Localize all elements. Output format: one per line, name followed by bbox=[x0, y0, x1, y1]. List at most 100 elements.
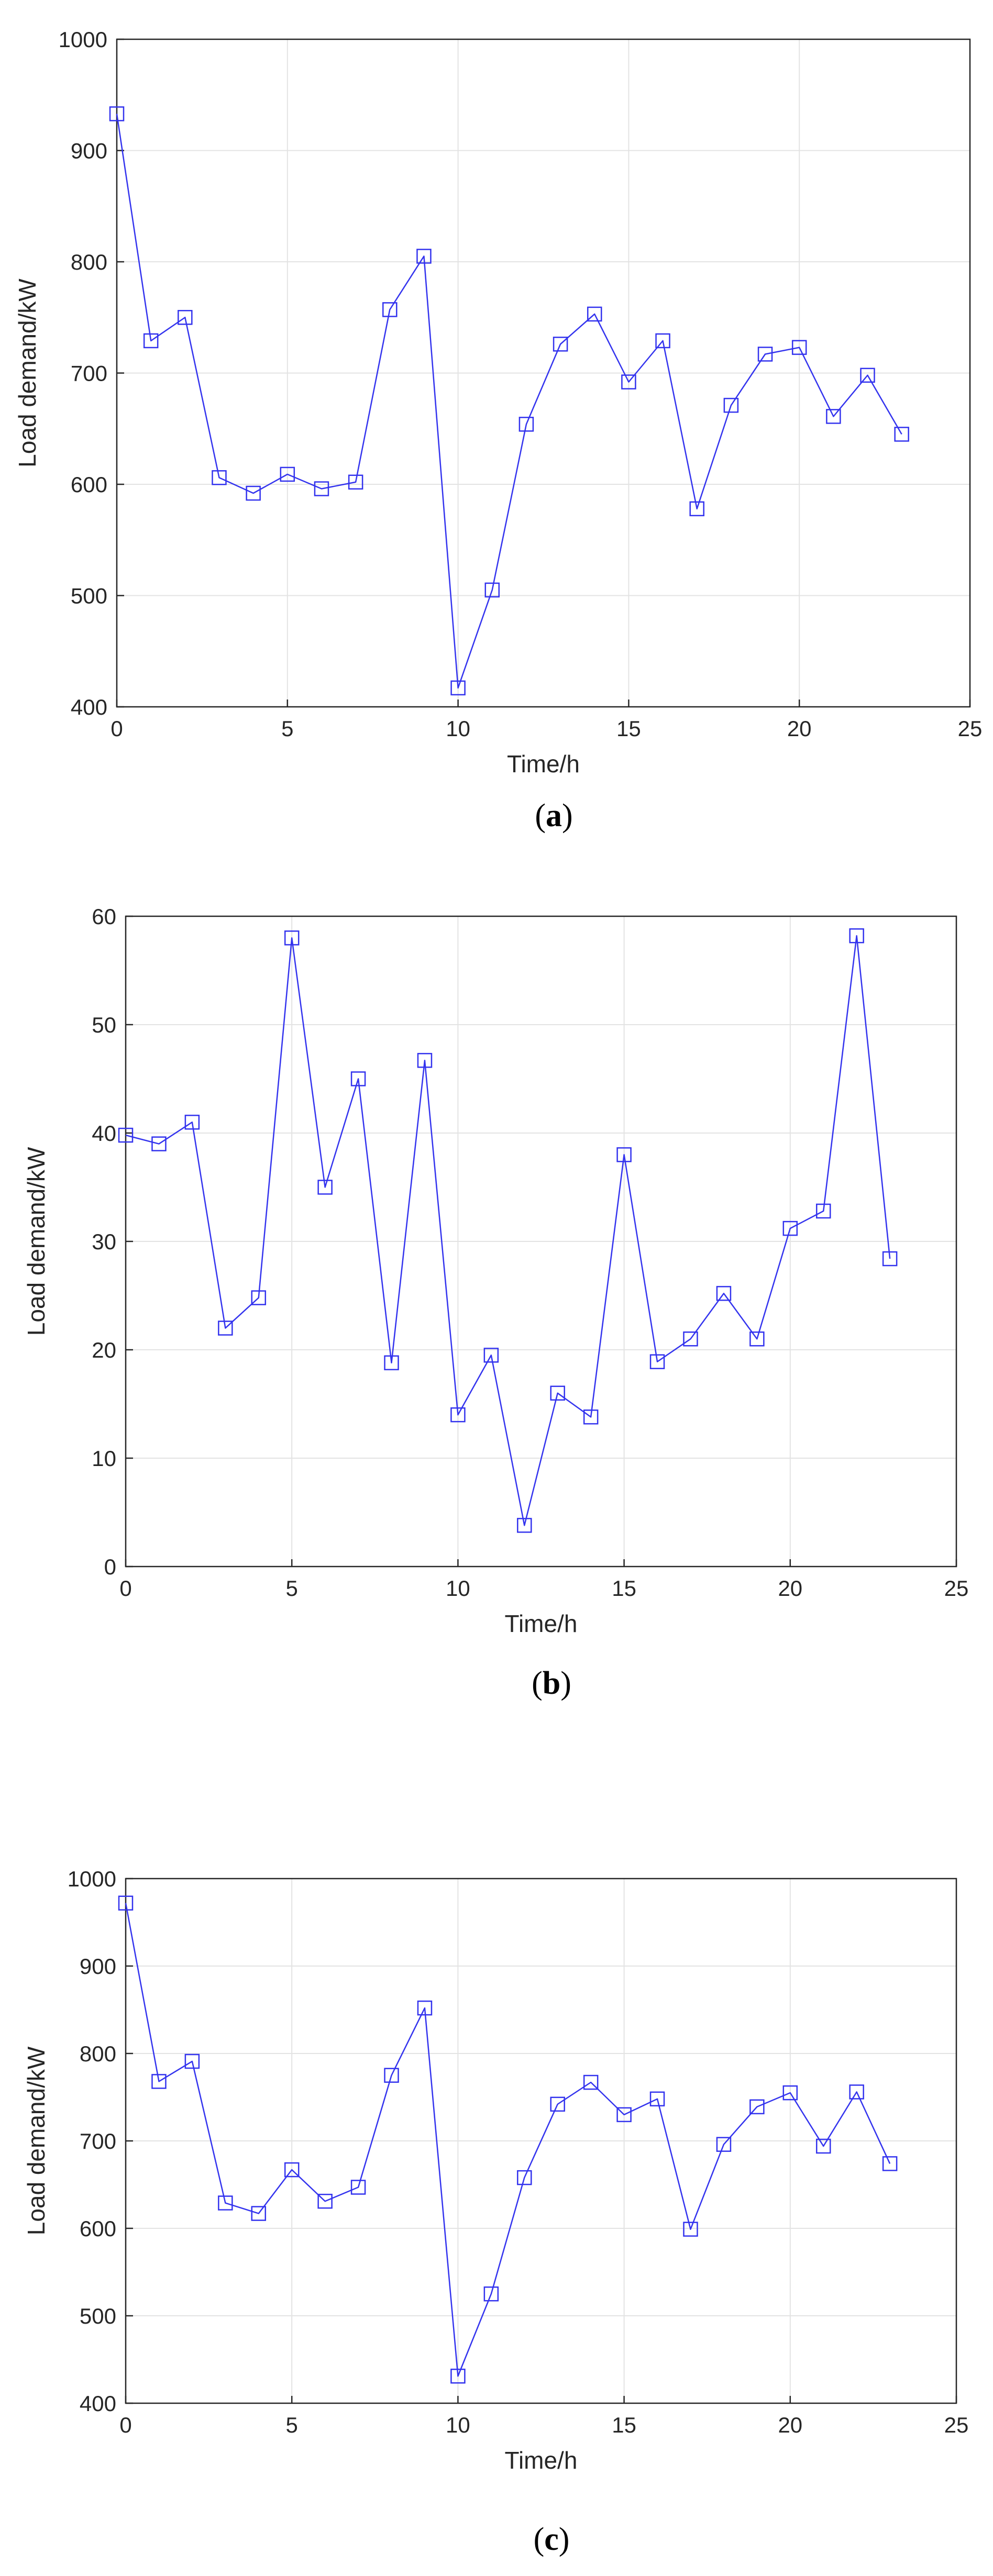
series-line bbox=[116, 114, 902, 689]
data-point-marker bbox=[118, 1127, 134, 1143]
y-tick-label: 40 bbox=[92, 1121, 116, 1146]
data-point-marker bbox=[860, 368, 875, 383]
x-tick-label: 15 bbox=[612, 1576, 636, 1601]
caption-open-paren: ( bbox=[535, 798, 546, 834]
data-point-marker bbox=[683, 1331, 698, 1347]
data-point-marker bbox=[716, 2137, 732, 2152]
data-point-marker bbox=[212, 470, 227, 485]
chart-panel: 0 5 10 15 20 25 400 500 600 700 800 900 1000 Time/h Lo… bbox=[23, 1867, 968, 2557]
data-point-marker bbox=[450, 680, 466, 696]
data-point-marker bbox=[723, 397, 739, 413]
data-point-marker bbox=[616, 2107, 632, 2123]
x-tick-label: 0 bbox=[111, 716, 123, 741]
x-tick-label: 10 bbox=[446, 1576, 470, 1601]
x-tick-label: 15 bbox=[612, 2413, 636, 2437]
y-tick-label: 900 bbox=[71, 139, 107, 163]
x-tick-label: 0 bbox=[119, 1576, 131, 1601]
data-point-marker bbox=[184, 1115, 200, 1130]
data-point-marker bbox=[583, 1409, 599, 1425]
y-tick-label: 0 bbox=[104, 1555, 116, 1579]
x-tick-label: 15 bbox=[616, 716, 641, 741]
y-tick-label: 600 bbox=[71, 472, 107, 497]
x-axis-label: Time/h bbox=[507, 750, 580, 778]
data-point-marker bbox=[550, 2096, 565, 2112]
data-point-marker bbox=[450, 1407, 466, 1423]
data-point-marker bbox=[483, 2286, 499, 2302]
data-point-marker bbox=[284, 930, 300, 946]
data-point-marker bbox=[284, 2162, 300, 2178]
data-point-marker bbox=[621, 374, 636, 390]
y-tick-label: 900 bbox=[80, 1954, 116, 1979]
y-tick-label: 800 bbox=[80, 2041, 116, 2066]
data-point-marker bbox=[894, 427, 909, 442]
caption-close-paren: ) bbox=[562, 798, 573, 834]
data-point-marker bbox=[716, 1286, 732, 1301]
data-point-marker bbox=[553, 337, 568, 352]
caption-close-paren: ) bbox=[559, 2522, 570, 2557]
caption-letter: b bbox=[543, 1665, 560, 1701]
data-point-marker bbox=[517, 2170, 532, 2185]
data-point-marker bbox=[484, 582, 500, 598]
x-tick-label: 20 bbox=[787, 716, 812, 741]
data-point-marker bbox=[246, 485, 261, 501]
data-point-marker bbox=[348, 474, 363, 490]
y-axis-label: Load demand/kW bbox=[23, 1147, 50, 1336]
x-tick-label: 25 bbox=[944, 1576, 969, 1601]
caption-letter: a bbox=[546, 798, 562, 834]
data-point-marker bbox=[184, 2053, 200, 2069]
y-tick-label: 20 bbox=[92, 1338, 116, 1362]
y-axis-label: Load demand/kW bbox=[23, 2046, 50, 2235]
caption-open-paren: ( bbox=[532, 1665, 543, 1701]
data-point-marker bbox=[143, 333, 159, 349]
data-point-marker bbox=[151, 2074, 167, 2089]
data-point-marker bbox=[317, 2193, 333, 2209]
y-tick-label: 800 bbox=[71, 250, 107, 274]
y-axis-label: Load demand/kW bbox=[14, 279, 41, 468]
data-point-marker bbox=[382, 302, 398, 317]
y-tick-label: 400 bbox=[71, 695, 107, 719]
caption-letter: c bbox=[544, 2522, 559, 2557]
y-tick-label: 600 bbox=[80, 2216, 116, 2241]
y-tick-label: 50 bbox=[92, 1013, 116, 1037]
y-tick-label: 700 bbox=[71, 361, 107, 386]
x-tick-label: 5 bbox=[281, 716, 293, 741]
data-point-marker bbox=[849, 2084, 864, 2100]
caption-open-paren: ( bbox=[534, 2522, 545, 2557]
data-point-marker bbox=[417, 2000, 433, 2016]
panel-caption: (c) bbox=[534, 2522, 570, 2557]
series-line bbox=[125, 1903, 891, 2377]
data-point-marker bbox=[826, 409, 841, 424]
y-tick-label: 400 bbox=[80, 2391, 116, 2416]
data-point-marker bbox=[350, 2180, 366, 2195]
data-point-marker bbox=[416, 249, 432, 264]
chart-panel: 0 5 10 15 20 25 0 10 20 30 40 50 60 Time/h Load demand… bbox=[23, 904, 968, 1701]
data-point-marker bbox=[649, 2091, 665, 2107]
x-tick-label: 10 bbox=[446, 716, 470, 741]
y-tick-label: 10 bbox=[92, 1446, 116, 1471]
panel-caption: (b) bbox=[532, 1665, 571, 1701]
data-point-marker bbox=[317, 1180, 333, 1195]
x-tick-label: 20 bbox=[778, 2413, 802, 2437]
data-point-marker bbox=[882, 2156, 898, 2171]
data-point-marker bbox=[218, 2195, 233, 2211]
x-tick-label: 5 bbox=[286, 2413, 298, 2437]
x-tick-label: 10 bbox=[446, 2413, 470, 2437]
chart-panel: 0 5 10 15 20 25 400 500 600 700 800 900 1000 Time/h Lo… bbox=[14, 27, 982, 834]
data-point-marker bbox=[218, 1320, 233, 1336]
y-tick-label: 60 bbox=[92, 904, 116, 929]
data-point-marker bbox=[749, 2099, 765, 2115]
data-point-marker bbox=[384, 1355, 399, 1371]
caption-close-paren: ) bbox=[560, 1665, 571, 1701]
data-point-marker bbox=[251, 1290, 267, 1305]
data-point-marker bbox=[280, 467, 295, 482]
data-point-marker bbox=[417, 1053, 433, 1068]
y-tick-label: 500 bbox=[71, 584, 107, 608]
data-point-marker bbox=[655, 333, 670, 349]
data-point-marker bbox=[314, 481, 329, 496]
panel-caption: (a) bbox=[535, 798, 572, 834]
data-point-marker bbox=[151, 1136, 167, 1151]
data-point-marker bbox=[583, 2074, 599, 2090]
data-point-marker bbox=[384, 2068, 399, 2083]
data-point-marker bbox=[178, 310, 193, 325]
